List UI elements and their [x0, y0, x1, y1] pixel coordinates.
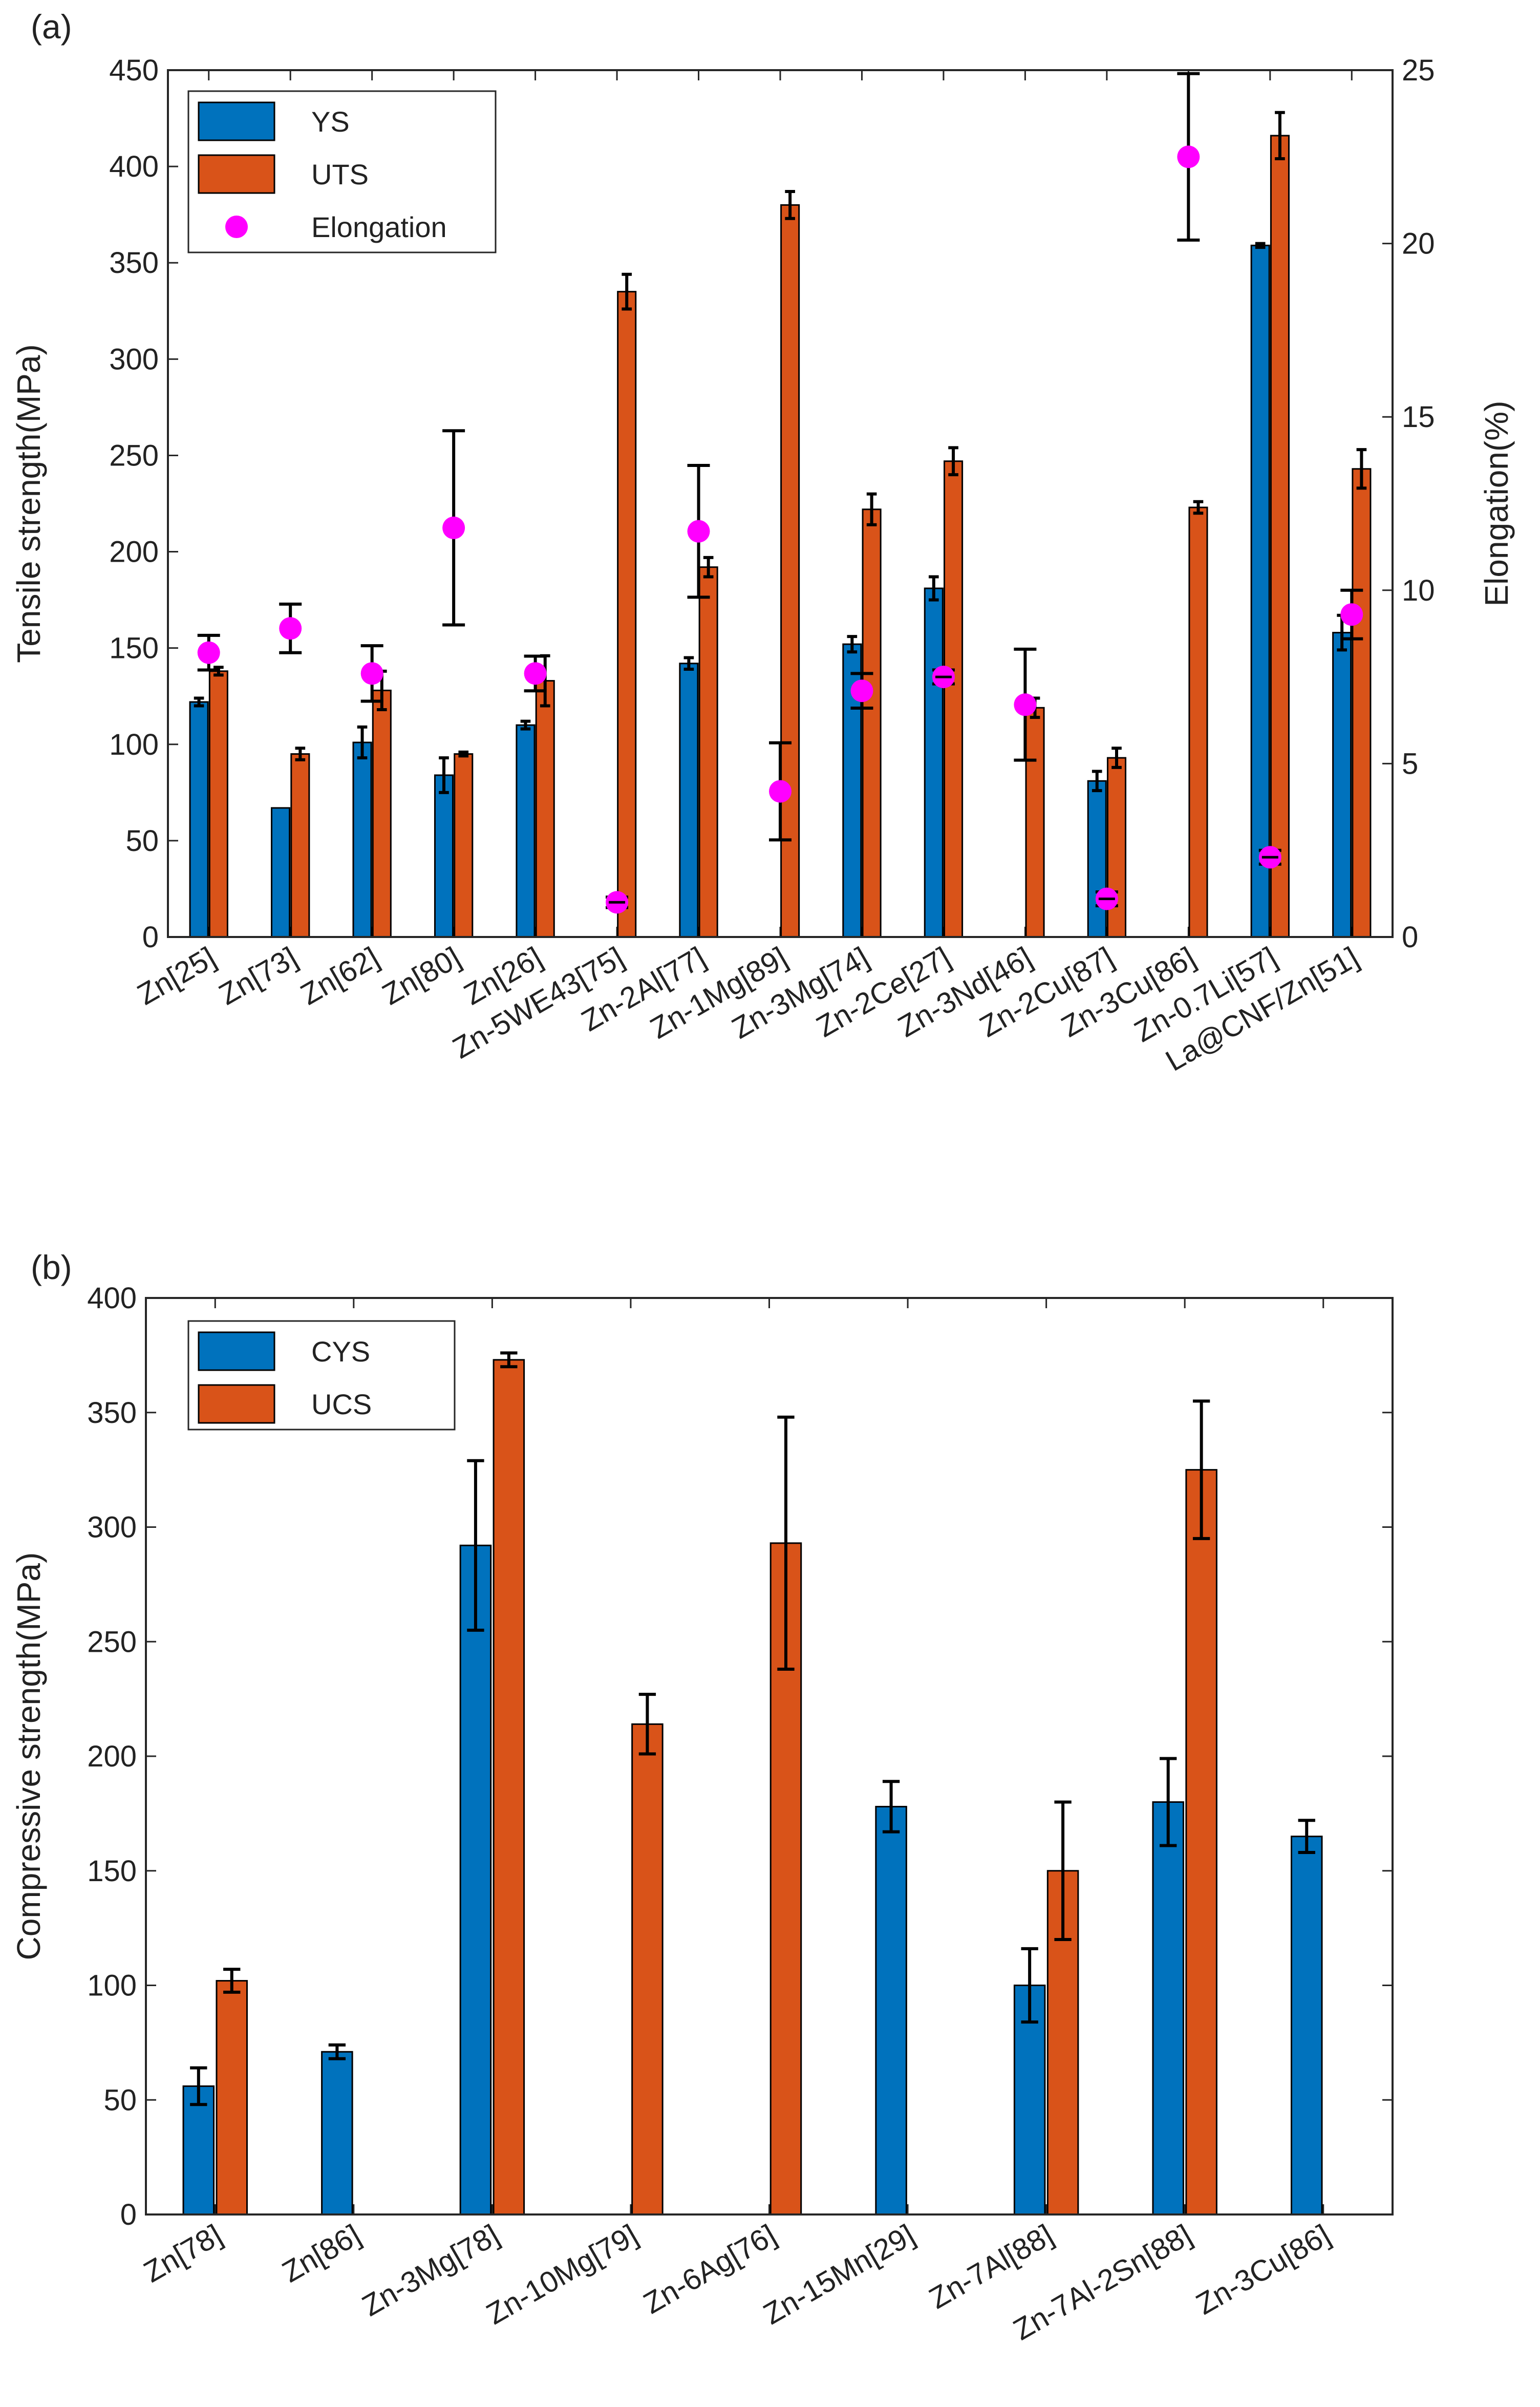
y-tick-label: 0 — [120, 2198, 137, 2231]
bar-cys — [1152, 1801, 1184, 2216]
y-tick-label: 450 — [109, 54, 159, 87]
chart-a: 0 50 100 150 200 250 300 350 400 450 0 5 10 15 20 25 Zn[… — [10, 8, 1515, 1078]
y-tick-label: 250 — [109, 439, 159, 472]
y2-tick-label: 15 — [1402, 400, 1435, 434]
bar-cys — [321, 2051, 353, 2216]
y-tick-label: 100 — [87, 1969, 137, 2003]
bar-uts — [944, 460, 964, 938]
y-tick-label: 300 — [109, 343, 159, 376]
y2-tick-label: 25 — [1402, 54, 1435, 87]
panel-label: (a) — [31, 8, 72, 46]
marker-elongation — [279, 617, 302, 640]
marker-elongation — [360, 662, 383, 685]
legend-swatch-uts — [198, 154, 275, 194]
bar-uts — [372, 689, 392, 938]
y-tick-label: 150 — [109, 632, 159, 665]
bar-ys — [1087, 780, 1107, 938]
x-tick-label: Zn[78] — [138, 2218, 228, 2289]
bar-ucs — [493, 1359, 525, 2216]
legend-label-cys: CYS — [311, 1335, 370, 1368]
marker-elongation — [442, 516, 465, 539]
marker-elongation — [1177, 145, 1200, 168]
y2-tick-label: 0 — [1402, 921, 1418, 954]
y-tick-label: 50 — [125, 824, 159, 858]
bar-uts — [1188, 506, 1208, 938]
bar-uts — [454, 753, 474, 938]
y2-axis-label: Elongation(%) — [1478, 401, 1515, 607]
x-tick-label: Zn[62] — [295, 941, 384, 1012]
x-tick-label: Zn-3Mg[78] — [357, 2218, 505, 2323]
bar-uts — [1270, 135, 1290, 938]
bar-ys — [434, 774, 454, 938]
marker-elongation — [1340, 603, 1363, 626]
bar-ucs — [631, 1723, 664, 2216]
bar-ys — [679, 663, 699, 938]
bar-uts — [1352, 468, 1372, 938]
y-tick-label: 400 — [109, 150, 159, 183]
y-axis-label: Tensile strength(MPa) — [10, 344, 47, 663]
bar-ucs — [1185, 1469, 1217, 2216]
y-tick-label: 400 — [87, 1282, 137, 1315]
marker-elongation — [687, 520, 710, 543]
bar-uts — [208, 670, 228, 938]
bar-ucs — [216, 1980, 248, 2216]
bar-uts — [862, 508, 882, 938]
marker-elongation — [197, 641, 220, 664]
y-tick-label: 200 — [87, 1740, 137, 1773]
y-tick-label: 150 — [87, 1855, 137, 1888]
y-tick-label: 350 — [109, 246, 159, 280]
y-tick-label: 300 — [87, 1511, 137, 1544]
bar-uts — [1106, 757, 1127, 938]
x-tick-label: Zn-3Cu[86] — [1190, 2218, 1336, 2321]
y-tick-label: 50 — [103, 2083, 137, 2117]
marker-elongation — [850, 679, 873, 702]
x-tick-label: Zn[86] — [276, 2218, 366, 2289]
y2-tick-label: 10 — [1402, 574, 1435, 607]
bar-ys — [516, 724, 536, 938]
bar-uts — [698, 566, 718, 938]
marker-elongation — [524, 662, 547, 685]
legend-label-ys: YS — [311, 105, 350, 138]
legend-swatch-ucs — [198, 1384, 275, 1424]
y-tick-label: 250 — [87, 1625, 137, 1658]
x-tick-label: Zn-10Mg[79] — [481, 2218, 643, 2331]
legend-swatch-ys — [198, 101, 275, 141]
plot-frame — [167, 69, 1394, 938]
y2-tick-label: 20 — [1402, 227, 1435, 261]
marker-elongation — [769, 780, 792, 803]
bar-uts — [290, 753, 310, 938]
legend-swatch-cys — [198, 1331, 275, 1371]
bar-ys — [271, 807, 291, 938]
bar-ys — [189, 701, 209, 938]
legend-swatch-elongation — [225, 216, 248, 238]
plot-frame — [145, 1297, 1394, 2216]
y2-tick-label: 5 — [1402, 747, 1418, 780]
y-tick-label: 0 — [142, 921, 159, 954]
bar-uts — [1025, 707, 1045, 938]
panel-label: (b) — [31, 1248, 72, 1286]
x-tick-label: Zn[80] — [377, 941, 466, 1012]
bar-ys — [1332, 632, 1352, 938]
legend-label-elongation: Elongation — [311, 211, 447, 243]
legend-label-ucs: UCS — [311, 1388, 372, 1420]
bar-uts — [780, 204, 800, 938]
marker-elongation — [1014, 693, 1037, 716]
bar-ys — [352, 741, 372, 938]
y-tick-label: 200 — [109, 536, 159, 569]
bar-cys — [1290, 1836, 1323, 2216]
bar-ys — [1250, 244, 1270, 938]
legend-label-uts: UTS — [311, 158, 369, 190]
y-tick-label: 350 — [87, 1396, 137, 1430]
bar-uts — [535, 680, 555, 938]
bar-ys — [924, 587, 944, 938]
bar-cys — [459, 1544, 492, 2216]
x-tick-label: Zn[73] — [213, 941, 303, 1012]
x-tick-label: Zn-15Mn[29] — [758, 2218, 920, 2331]
bar-uts — [617, 291, 637, 938]
y-tick-label: 100 — [109, 728, 159, 761]
y-axis-label: Compressive strength(MPa) — [10, 1552, 47, 1961]
bar-cys — [875, 1805, 907, 2216]
